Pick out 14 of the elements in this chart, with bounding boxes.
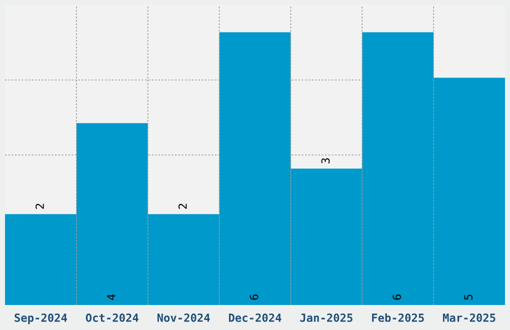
data-label: 6 — [250, 294, 258, 300]
x-tick-label: Sep-2024 — [14, 314, 67, 324]
data-label: 2 — [178, 204, 187, 209]
x-tick-label: Nov-2024 — [157, 314, 210, 322]
data-label: 2 — [36, 204, 44, 209]
x-tick-label: Dec-2024 — [228, 314, 282, 322]
x-tick-label: Jan-2025 — [300, 314, 352, 322]
x-tick-label: Oct-2024 — [86, 314, 138, 322]
data-label: 3 — [321, 158, 330, 164]
x-tick-label: Feb-2025 — [372, 313, 424, 322]
data-label: 6 — [392, 294, 402, 300]
data-label: 5 — [464, 294, 473, 300]
data-label: 4 — [107, 294, 116, 300]
x-tick-label: Mar-2025 — [442, 314, 496, 322]
